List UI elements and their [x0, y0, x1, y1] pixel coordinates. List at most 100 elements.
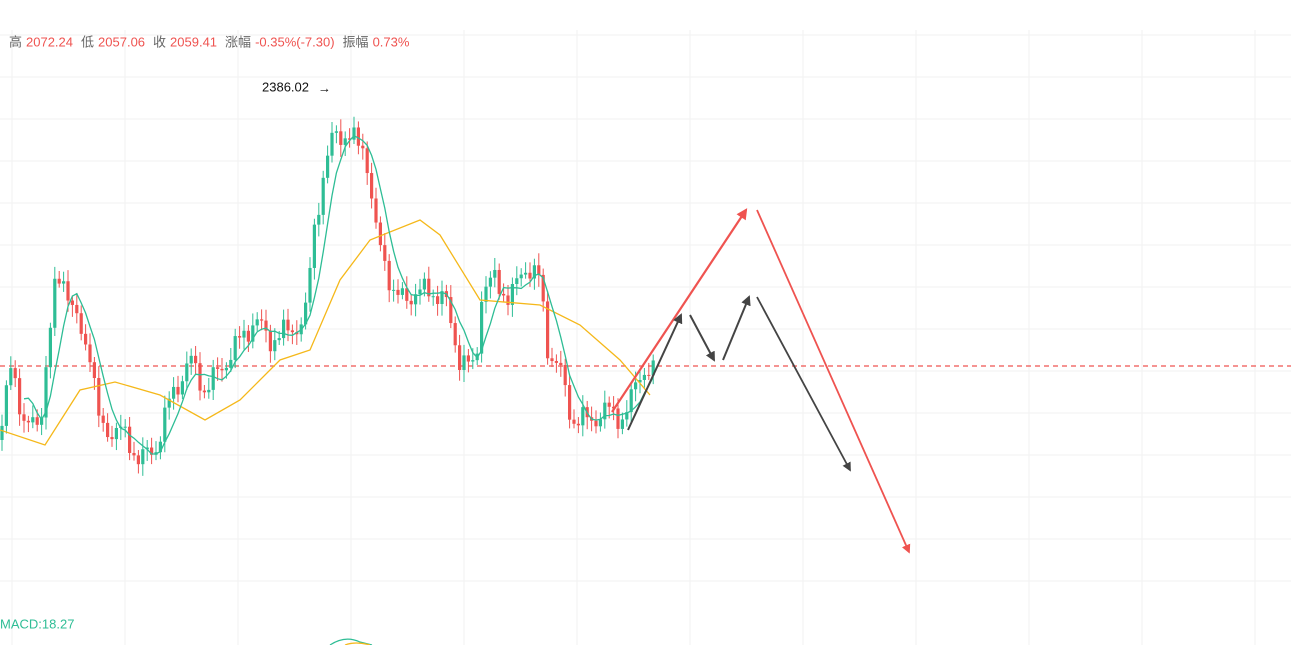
candle-body	[290, 330, 294, 333]
candle-body	[220, 368, 224, 371]
candle-body	[414, 294, 418, 305]
candle-body	[400, 288, 404, 295]
candle-body	[4, 385, 8, 426]
candle-body	[277, 338, 281, 341]
candle-body	[409, 300, 413, 305]
candle-body	[370, 173, 374, 199]
header: 高 2072.24 低 2057.06 收 2059.41 涨幅 -0.35%(-7.30) 振…	[9, 34, 410, 49]
candle-body	[141, 449, 145, 465]
candle-body	[568, 385, 572, 420]
high-annotation: 2386.02	[262, 79, 309, 94]
header-value: 2072.24	[26, 34, 73, 49]
candle-body	[101, 415, 105, 423]
candle-body	[554, 361, 558, 363]
candle-body	[110, 437, 114, 440]
candle-body	[70, 300, 74, 305]
candle-body	[31, 417, 35, 423]
candle-body	[233, 336, 237, 360]
forecast-arrows	[611, 208, 911, 554]
candle-body	[572, 419, 576, 424]
candle-body	[343, 138, 347, 145]
candle-body	[48, 327, 52, 368]
candle-body	[26, 420, 30, 423]
candle-body	[238, 336, 242, 338]
candle-body	[18, 378, 22, 415]
candle-body	[172, 386, 176, 399]
macd-line	[329, 638, 373, 645]
candle-body	[62, 281, 66, 284]
candle-body	[211, 367, 215, 390]
candle-body	[282, 319, 286, 339]
candle-body	[651, 360, 655, 376]
candle-body	[198, 363, 202, 391]
candle-body	[9, 368, 13, 386]
candle-body	[427, 278, 431, 297]
candle-body	[524, 272, 528, 275]
candle-body	[286, 319, 290, 331]
candle-body	[532, 265, 536, 279]
header-label: 振幅	[343, 34, 369, 49]
candle-body	[405, 288, 409, 301]
candle-body	[194, 355, 198, 364]
candle-body	[79, 313, 83, 334]
candle-body	[57, 278, 61, 284]
candle-body	[431, 296, 435, 298]
candle-body	[581, 407, 585, 426]
candle-body	[150, 447, 154, 455]
candle-body	[295, 332, 299, 335]
candle-body	[167, 398, 171, 408]
candle-body	[128, 426, 132, 453]
candle-body	[356, 127, 360, 146]
header-label: 高	[9, 34, 22, 49]
candle-body	[97, 378, 101, 416]
candle-body	[224, 367, 228, 371]
candle-body	[392, 289, 396, 291]
candle-body	[185, 363, 189, 382]
candle-body	[559, 362, 563, 366]
annotation-arrow: →	[318, 80, 331, 95]
candle-body	[453, 323, 457, 346]
candle-body	[255, 319, 259, 326]
macd-label: MACD:18.27	[0, 616, 74, 631]
candle-body	[66, 281, 70, 301]
candle-body	[378, 222, 382, 246]
arrow	[756, 296, 851, 472]
header-label: 涨幅	[225, 34, 251, 49]
candle-body	[251, 325, 255, 342]
candle-body	[647, 374, 651, 376]
candle-body	[84, 333, 88, 345]
candle-body	[625, 412, 629, 420]
candle-body	[44, 367, 48, 418]
candle-body	[334, 131, 338, 133]
candle-body	[484, 286, 488, 302]
header-value: 2059.41	[170, 34, 217, 49]
candle-body	[13, 368, 17, 379]
candle-body	[563, 365, 567, 386]
candle-body	[546, 301, 550, 359]
candle-body	[620, 419, 624, 429]
header-value: 2057.06	[98, 34, 145, 49]
candle-body	[304, 302, 308, 325]
candle-body	[132, 452, 136, 456]
candle-body	[202, 390, 206, 393]
candle-body	[246, 330, 250, 342]
ma-line	[0, 219, 651, 446]
candle-body	[642, 374, 646, 380]
candle-body	[348, 138, 352, 140]
candle-body	[114, 427, 118, 440]
header-label: 低	[81, 34, 94, 49]
candle-body	[616, 408, 620, 429]
candle-body	[312, 224, 316, 268]
candle-body	[550, 358, 554, 362]
candle-body	[216, 367, 220, 369]
candle-body	[207, 389, 211, 393]
candle-body	[361, 145, 365, 149]
candle-body	[493, 269, 497, 278]
candle-body	[260, 319, 264, 321]
header-value: 0.73%	[373, 34, 410, 49]
candle-body	[510, 284, 514, 305]
candle-body	[106, 422, 110, 438]
candle-body	[607, 402, 611, 407]
candle-body	[458, 345, 462, 370]
